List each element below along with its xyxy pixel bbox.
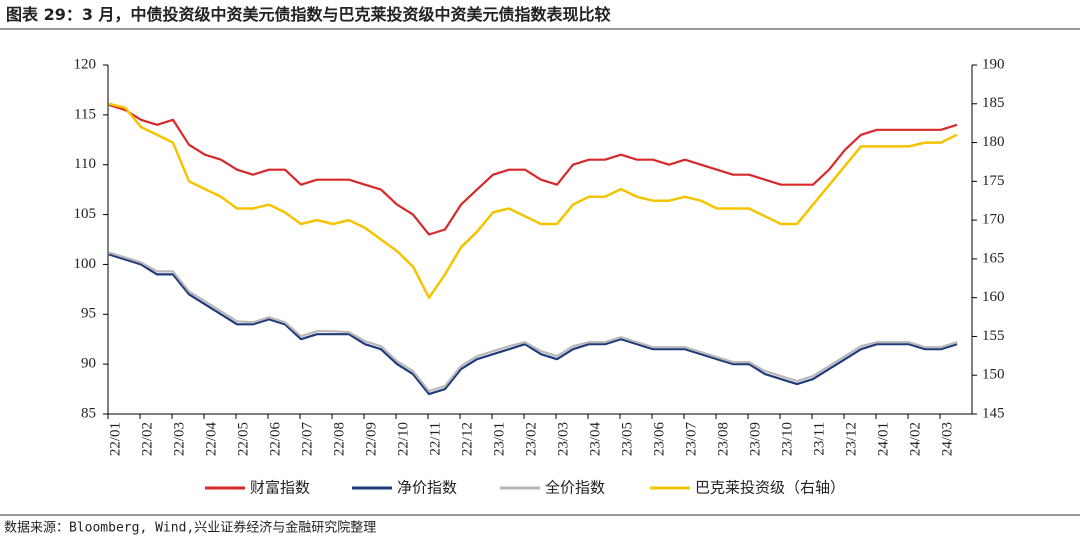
y-tick-label: 110 — [74, 156, 96, 172]
series-line — [108, 253, 958, 396]
y2-tick-label: 175 — [982, 173, 1005, 189]
legend-label: 净价指数 — [397, 479, 457, 497]
x-tick-label: 22/09 — [363, 422, 379, 456]
y-tick-label: 115 — [74, 106, 96, 122]
x-tick-label: 23/01 — [491, 422, 507, 456]
y2-tick-label: 165 — [982, 250, 1005, 266]
x-tick-label: 23/08 — [715, 422, 731, 456]
x-tick-label: 22/06 — [267, 422, 283, 457]
x-tick-label: 23/11 — [811, 422, 827, 456]
series-line — [108, 251, 958, 393]
x-tick-label: 22/03 — [171, 422, 187, 456]
series-line — [108, 103, 958, 236]
x-tick-label: 22/12 — [459, 422, 475, 456]
y2-tick-label: 185 — [982, 95, 1005, 111]
x-tick-label: 24/01 — [875, 422, 891, 456]
x-tick-label: 23/07 — [683, 422, 699, 457]
legend-label: 财富指数 — [250, 479, 310, 497]
y-tick-label: 95 — [81, 306, 96, 322]
x-tick-label: 22/11 — [427, 422, 443, 456]
chart-title: 图表 29：3 月，中债投资级中资美元债指数与巴克莱投资级中资美元债指数表现比较 — [6, 5, 611, 24]
x-tick-label: 22/04 — [203, 422, 219, 457]
y2-tick-label: 145 — [982, 405, 1005, 421]
legend-label: 巴克莱投资级（右轴） — [695, 479, 845, 497]
x-tick-label: 23/09 — [747, 422, 763, 456]
x-tick-label: 22/01 — [107, 422, 123, 456]
x-tick-label: 24/02 — [907, 422, 923, 456]
x-tick-label: 23/06 — [651, 422, 667, 457]
x-tick-label: 23/12 — [843, 422, 859, 456]
x-tick-label: 23/05 — [619, 422, 635, 456]
y-tick-label: 85 — [81, 405, 96, 421]
x-tick-label: 22/08 — [331, 422, 347, 456]
x-tick-label: 22/07 — [299, 422, 315, 457]
x-tick-label: 22/05 — [235, 422, 251, 456]
legend-label: 全价指数 — [545, 479, 605, 497]
y-tick-label: 105 — [74, 206, 97, 222]
y-tick-label: 90 — [81, 356, 96, 372]
y-tick-label: 100 — [74, 256, 97, 272]
x-tick-label: 22/10 — [395, 422, 411, 456]
y2-tick-label: 150 — [982, 367, 1005, 383]
x-tick-label: 24/03 — [939, 422, 955, 456]
y2-tick-label: 180 — [982, 134, 1005, 150]
series-line — [108, 102, 958, 299]
source-note: 数据来源：Bloomberg, Wind,兴业证券经济与金融研究院整理 — [4, 520, 376, 536]
y-tick-label: 120 — [74, 56, 97, 72]
y2-tick-label: 190 — [982, 56, 1005, 72]
x-tick-label: 22/02 — [139, 422, 155, 456]
y2-tick-label: 160 — [982, 289, 1005, 305]
x-tick-label: 23/10 — [779, 422, 795, 456]
x-tick-label: 23/04 — [587, 422, 603, 457]
y2-tick-label: 170 — [982, 212, 1005, 228]
y2-tick-label: 155 — [982, 328, 1005, 344]
x-tick-label: 23/02 — [523, 422, 539, 456]
x-tick-label: 23/03 — [555, 422, 571, 456]
